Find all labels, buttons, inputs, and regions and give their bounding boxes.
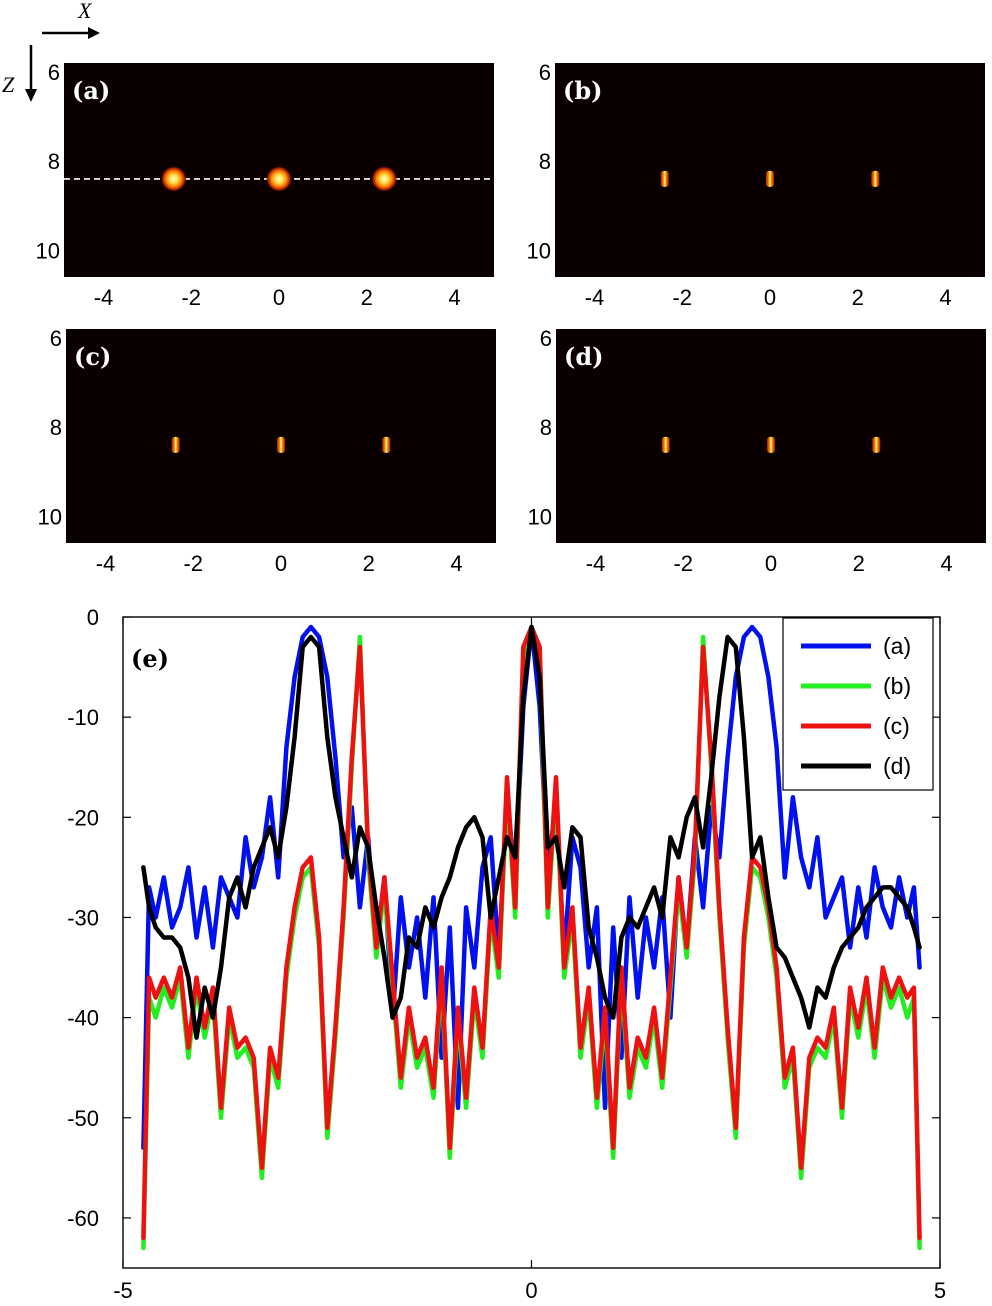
x-tick-label: 4 bbox=[448, 285, 460, 310]
focal-spot bbox=[160, 165, 187, 192]
panel-label: (a) bbox=[72, 76, 110, 105]
legend: (a) (b) (c) (d) bbox=[782, 617, 934, 791]
focal-spot bbox=[277, 436, 285, 453]
x-tick-label: 4 bbox=[450, 551, 462, 576]
x-tick-label: -2 bbox=[181, 285, 201, 310]
panel-label: (b) bbox=[563, 76, 603, 105]
z-arrow-head bbox=[25, 89, 37, 102]
y-tick-label: 10 bbox=[527, 238, 551, 263]
x-tick-label: 0 bbox=[273, 285, 285, 310]
panel-label: (d) bbox=[564, 342, 604, 371]
x-tick-label: -2 bbox=[672, 285, 692, 310]
x-tick-label: 2 bbox=[363, 551, 375, 576]
y-tick-label: 6 bbox=[48, 60, 60, 85]
focal-spot bbox=[171, 436, 180, 453]
y-tick-label: 8 bbox=[540, 415, 552, 440]
y-tick-label: 8 bbox=[539, 149, 551, 174]
y-tick-label: -60 bbox=[67, 1206, 99, 1231]
legend-label: (c) bbox=[883, 713, 910, 739]
x-tick-label: 4 bbox=[940, 551, 952, 576]
x-axis-letter: X bbox=[77, 0, 93, 23]
x-tick-label: 2 bbox=[361, 285, 373, 310]
x-tick-label: 0 bbox=[275, 551, 287, 576]
series-line-d bbox=[141, 624, 922, 1040]
axis-indicator: X Z bbox=[2, 0, 100, 102]
y-tick-label: -30 bbox=[67, 905, 99, 930]
heatmap-panel: (a) -4 -2 0 2 4 6 8 10 bbox=[36, 60, 494, 310]
x-tick-label: -5 bbox=[113, 1278, 133, 1303]
focal-spot bbox=[767, 436, 775, 453]
y-tick-label: 10 bbox=[36, 238, 60, 263]
heatmap-background bbox=[66, 329, 496, 543]
heatmap-background bbox=[555, 63, 985, 277]
heatmap-panel: (c) -4 -2 0 2 4 6 8 10 bbox=[38, 326, 496, 576]
panel-label: (c) bbox=[74, 342, 111, 371]
y-tick-label: 8 bbox=[50, 415, 62, 440]
x-tick-label: -2 bbox=[183, 551, 203, 576]
focal-spot bbox=[660, 170, 669, 187]
y-tick-label: 0 bbox=[87, 605, 99, 630]
y-tick-label: 6 bbox=[50, 326, 62, 351]
series-group bbox=[141, 624, 922, 1251]
heatmap-panels: (a) -4 -2 0 2 4 6 8 10 (b) -4 -2 0 2 4 6 8 10 (c) -4 -2 0 2 4 6 8… bbox=[36, 60, 986, 576]
x-tick-label: 5 bbox=[934, 1278, 946, 1303]
x-arrow-head bbox=[88, 27, 100, 39]
line-chart-e: 0-10-20-30-40-50-60-5 0 5(e) (a)(b)(c)(d) bbox=[67, 605, 946, 1303]
heatmap-background bbox=[556, 329, 986, 543]
panel-label: (e) bbox=[131, 644, 169, 673]
x-tick-label: 2 bbox=[852, 285, 864, 310]
x-tick-label: -4 bbox=[585, 285, 605, 310]
legend-label: (b) bbox=[883, 673, 911, 699]
x-tick-label: 4 bbox=[939, 285, 951, 310]
y-tick-label: -40 bbox=[67, 1006, 99, 1031]
focal-spot bbox=[871, 170, 880, 187]
focal-spot bbox=[266, 165, 292, 192]
focal-spot bbox=[872, 436, 881, 453]
y-tick-label: -20 bbox=[67, 805, 99, 830]
focal-spot bbox=[661, 436, 670, 453]
legend-label: (a) bbox=[883, 633, 911, 659]
focal-spot bbox=[382, 436, 391, 453]
x-tick-label: -2 bbox=[673, 551, 693, 576]
focal-spot bbox=[766, 170, 774, 187]
y-tick-label: 10 bbox=[38, 504, 62, 529]
x-tick-label: 0 bbox=[525, 1278, 537, 1303]
heatmap-panel: (b) -4 -2 0 2 4 6 8 10 bbox=[527, 60, 985, 310]
x-tick-label: 0 bbox=[765, 551, 777, 576]
y-tick-label: 6 bbox=[540, 326, 552, 351]
legend-label: (d) bbox=[883, 753, 911, 779]
x-tick-label: 2 bbox=[853, 551, 865, 576]
y-tick-label: -10 bbox=[67, 705, 99, 730]
heatmap-panel: (d) -4 -2 0 2 4 6 8 10 bbox=[528, 326, 986, 576]
z-axis-letter: Z bbox=[2, 72, 15, 97]
y-tick-label: -50 bbox=[67, 1106, 99, 1131]
y-tick-label: 8 bbox=[48, 149, 60, 174]
focal-spot bbox=[371, 165, 398, 192]
y-tick-label: 6 bbox=[539, 60, 551, 85]
y-tick-label: 10 bbox=[528, 504, 552, 529]
x-tick-label: 0 bbox=[764, 285, 776, 310]
x-tick-label: -4 bbox=[586, 551, 606, 576]
x-tick-label: -4 bbox=[94, 285, 114, 310]
x-tick-label: -4 bbox=[96, 551, 116, 576]
